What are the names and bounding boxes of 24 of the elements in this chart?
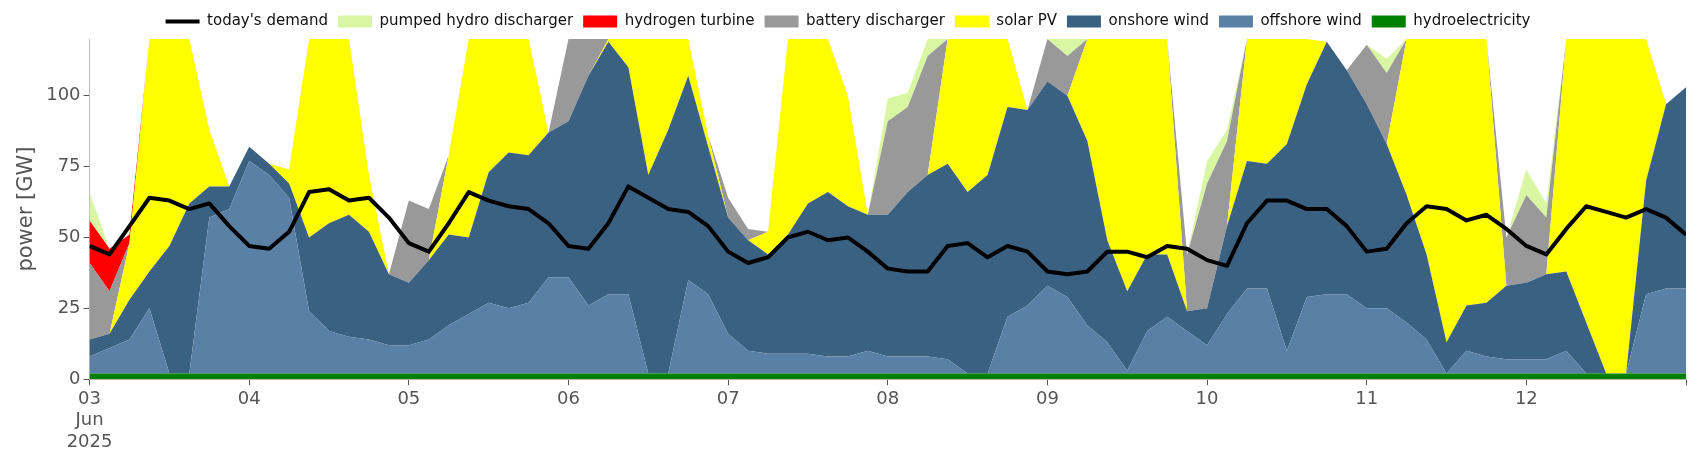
legend-label: solar PV [996, 11, 1058, 30]
y-tick-label: 75 [57, 154, 81, 176]
y-tick-label: 25 [57, 296, 81, 317]
x-tick-label: 03 Jun 2025 [66, 386, 113, 451]
y-tick-label: 100 [46, 83, 81, 105]
y-tick-label: 0 [69, 366, 81, 388]
x-tick-label: 07 [716, 386, 740, 408]
y-axis-title: power [GW] [13, 146, 38, 272]
x-tick-label: 09 [1035, 386, 1059, 408]
x-tick-label: 05 [397, 386, 421, 408]
y-tick-label: 50 [57, 225, 81, 247]
x-tick-label: 11 [1355, 386, 1379, 408]
x-tick-label: 06 [557, 386, 580, 408]
x-tick-label: 04 [237, 386, 261, 408]
legend-label: pumped hydro discharger [379, 11, 574, 30]
legend-label: onshore wind [1108, 11, 1209, 30]
legend-label: hydrogen turbine [624, 11, 755, 30]
legend-label: offshore wind [1260, 11, 1362, 30]
legend-label: battery discharger [806, 11, 946, 30]
x-tick-label: 10 [1195, 386, 1219, 408]
legend-label: hydroelectricity [1413, 11, 1531, 30]
x-tick-label: 12 [1514, 386, 1538, 408]
legend-label: today's demand [207, 11, 329, 30]
x-tick-label: 08 [876, 386, 900, 408]
